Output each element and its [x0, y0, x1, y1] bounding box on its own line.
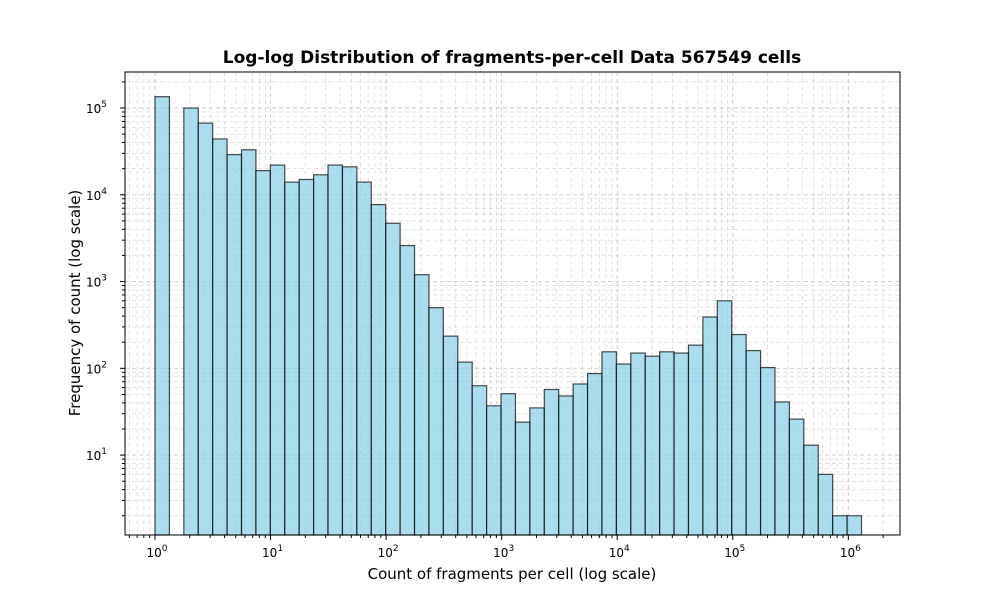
histogram-bar [846, 515, 863, 536]
histogram-bar [457, 361, 473, 536]
histogram-bar [500, 393, 517, 536]
histogram-bar [212, 138, 228, 536]
histogram-bar [803, 444, 819, 536]
x-tick-label: 103 [493, 544, 514, 560]
histogram-bar [673, 352, 690, 536]
histogram-bar [313, 174, 329, 536]
histogram-bar [327, 164, 344, 536]
y-tick-label: 101 [86, 447, 107, 463]
histogram-bar [486, 405, 502, 536]
histogram-bar [586, 372, 603, 536]
histogram-bar [745, 350, 762, 536]
histogram-bar [759, 366, 776, 536]
x-tick-label: 101 [262, 544, 283, 560]
histogram-bar [284, 181, 300, 536]
histogram-bar [183, 107, 199, 536]
histogram-bar [413, 274, 430, 536]
x-tick-label: 104 [609, 544, 630, 560]
histogram-bar [558, 395, 574, 536]
histogram-bar [370, 204, 387, 536]
chart-title: Log-log Distribution of fragments-per-ce… [223, 48, 801, 68]
histogram-bar [630, 352, 646, 536]
histogram-bar [543, 388, 560, 536]
histogram-bar [731, 333, 747, 536]
histogram-bar [399, 244, 416, 536]
histogram-bar [716, 300, 733, 536]
x-tick-label: 100 [146, 544, 167, 560]
histogram-bar [471, 385, 488, 536]
histogram-bar [298, 178, 315, 536]
histogram-bar [240, 149, 257, 536]
histogram-bar [572, 383, 589, 536]
histogram-bar [514, 421, 531, 536]
y-tick-label: 102 [86, 360, 107, 376]
x-axis-label: Count of fragments per cell (log scale) [368, 565, 657, 583]
histogram-bar [442, 335, 459, 536]
histogram-bar [659, 351, 675, 536]
histogram-bar [529, 407, 545, 536]
ticks-layer: 100 101 102 103 104 105 106 101 102 103 104 105 [86, 81, 884, 560]
x-tick-label: 105 [724, 544, 745, 560]
histogram-bar [601, 351, 617, 536]
histogram-bar [788, 418, 805, 536]
x-tick-label: 106 [840, 544, 861, 560]
histogram-bar [197, 122, 214, 536]
histogram-bar [702, 316, 718, 536]
histogram-bar [154, 96, 171, 536]
histogram-bar [687, 344, 704, 536]
histogram-bar [832, 515, 848, 536]
histogram-bar [615, 363, 632, 536]
histogram-bar [341, 166, 358, 536]
x-tick-label: 102 [378, 544, 399, 560]
y-tick-label: 104 [86, 187, 107, 203]
histogram-bar [817, 473, 834, 536]
histogram-bar [356, 181, 372, 536]
histogram-bar [385, 222, 401, 536]
plot-frame [124, 71, 901, 536]
histogram-bar [774, 401, 791, 536]
histogram-bar [428, 307, 444, 536]
y-tick-label: 103 [86, 274, 107, 290]
y-axis-label: Frequency of count (log scale) [66, 190, 84, 417]
histogram-bar [644, 355, 661, 536]
histogram-bar [255, 169, 271, 536]
histogram-bar [269, 164, 286, 536]
y-tick-label: 105 [86, 100, 107, 116]
histogram-bar [226, 154, 243, 536]
